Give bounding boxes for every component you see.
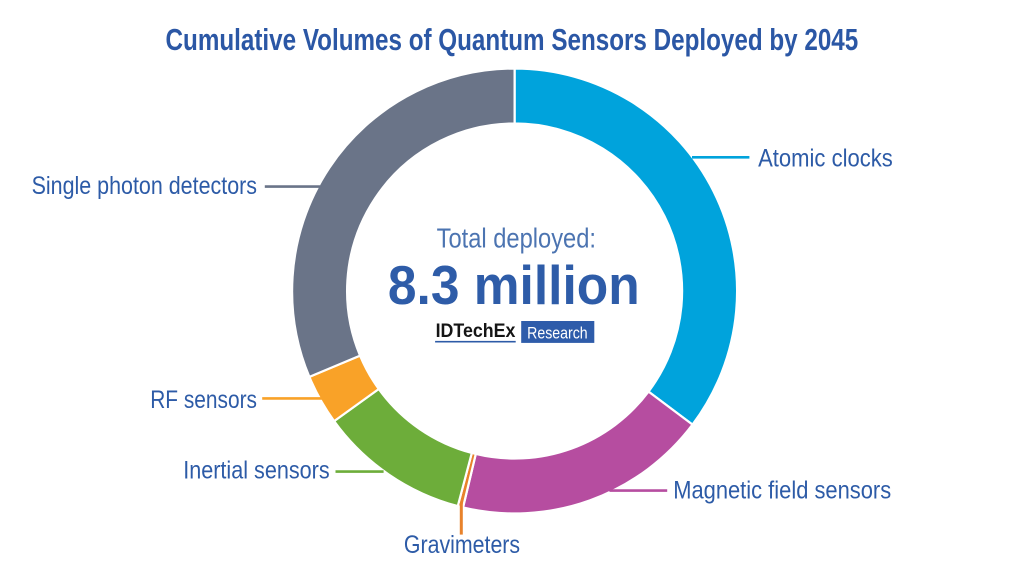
svg-text:Atomic clocks: Atomic clocks <box>758 144 893 172</box>
svg-text:Single photon detectors: Single photon detectors <box>32 172 257 200</box>
svg-text:Magnetic field sensors: Magnetic field sensors <box>673 476 891 504</box>
svg-text:Inertial sensors: Inertial sensors <box>183 457 330 485</box>
svg-text:Research: Research <box>527 325 588 343</box>
svg-text:IDTechEx: IDTechEx <box>436 320 516 342</box>
svg-text:Gravimeters: Gravimeters <box>404 531 520 559</box>
svg-text:RF sensors: RF sensors <box>150 386 257 414</box>
svg-text:8.3 million: 8.3 million <box>388 255 640 316</box>
svg-text:Cumulative Volumes of Quantum: Cumulative Volumes of Quantum Sensors De… <box>166 22 859 57</box>
svg-text:Total deployed:: Total deployed: <box>437 223 596 254</box>
